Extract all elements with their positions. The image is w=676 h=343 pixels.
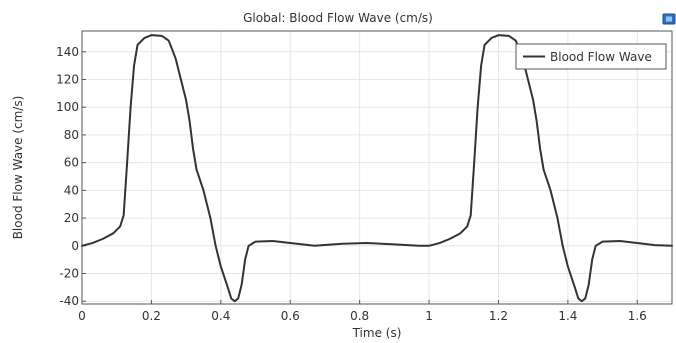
x-tick-label: 1 xyxy=(425,309,433,323)
export-icon[interactable] xyxy=(662,13,676,25)
tick-labels: 0 0.2 0.4 0.6 0.8 1 1.2 1.4 1.6 -40 -20 0 20 40 60 80 10… xyxy=(56,45,647,323)
y-tick-label: 120 xyxy=(56,73,79,87)
axes xyxy=(81,30,673,305)
y-tick-label: 80 xyxy=(64,128,79,142)
y-axis-label: Blood Flow Wave (cm/s) xyxy=(11,96,25,240)
x-tick-label: 0.4 xyxy=(211,309,230,323)
x-tick-label: 0.8 xyxy=(350,309,369,323)
x-tick-label: 1.6 xyxy=(628,309,647,323)
x-tick-label: 0.2 xyxy=(142,309,161,323)
series-line xyxy=(81,34,673,303)
y-tick-label: 40 xyxy=(64,183,79,197)
x-tick-label: 0 xyxy=(78,309,86,323)
series-lines xyxy=(81,34,673,303)
x-tick-label: 0.6 xyxy=(281,309,300,323)
y-tick-label: 100 xyxy=(56,100,79,114)
y-tick-label: 0 xyxy=(71,239,79,253)
plot-frame xyxy=(81,30,673,305)
x-axis-label: Time (s) xyxy=(352,326,402,339)
legend: Blood Flow Wave xyxy=(515,43,667,70)
x-tick-label: 1.2 xyxy=(489,309,508,323)
y-tick-label: -40 xyxy=(59,294,79,308)
chart-title: Global: Blood Flow Wave (cm/s) xyxy=(243,11,433,25)
legend-box xyxy=(515,43,667,70)
y-tick-label: 60 xyxy=(64,156,79,170)
y-tick-label: -20 xyxy=(59,267,79,281)
x-tick-label: 1.4 xyxy=(558,309,577,323)
y-tick-label: 140 xyxy=(56,45,79,59)
legend-label: Blood Flow Wave xyxy=(550,50,652,64)
y-tick-label: 20 xyxy=(64,211,79,225)
grid-lines xyxy=(81,31,672,304)
